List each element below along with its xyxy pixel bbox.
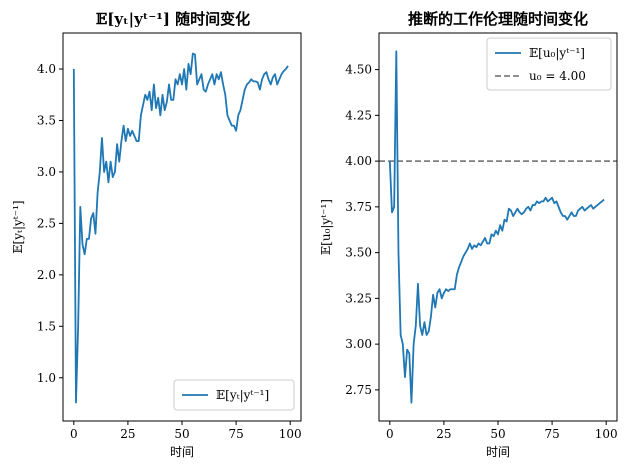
chart-left-y-tick-label: 3.5: [37, 113, 56, 127]
chart-left-y-axis-label: 𝔼[yₜ|yᵗ⁻¹]: [11, 200, 25, 253]
chart-left-x-tick-label: 75: [228, 427, 243, 441]
chart-left-legend-box: [173, 379, 295, 411]
chart-right-y-tick-label: 4.25: [345, 108, 372, 122]
chart-left-x-tick-label: 50: [174, 427, 189, 441]
chart-right-y-tick-label: 3.75: [345, 200, 372, 214]
chart-right-legend-label-series: 𝔼[u₀|yᵗ⁻¹]: [529, 46, 585, 60]
chart-left-y-tick-label: 4.0: [37, 62, 56, 76]
chart-right-legend-label-reference: u₀ = 4.00: [529, 69, 586, 83]
chart-left-x-axis-label: 时间: [170, 445, 194, 459]
chart-left-x-ticks: 0 25 50 75 100: [70, 421, 302, 441]
chart-right-plot-area: [379, 50, 617, 404]
chart-right-x-ticks: 0 25 50 75 100: [386, 421, 618, 441]
chart-left-y-tick-label: 1.0: [37, 371, 56, 385]
chart-right-y-tick-label: 3.00: [345, 337, 372, 351]
chart-right-title: 推断的工作伦理随时间变化: [408, 10, 588, 28]
chart-left-title: 𝔼[yₜ|yᵗ⁻¹] 随时间变化: [96, 10, 250, 28]
chart-right: 推断的工作伦理随时间变化 0 25 50 75 100 2.75 3.00 3.25 3.50…: [319, 10, 618, 459]
chart-right-y-tick-label: 4.50: [345, 63, 372, 77]
chart-right-legend-box: [486, 37, 612, 91]
chart-right-x-tick-label: 100: [595, 427, 618, 441]
chart-left-x-tick-label: 0: [70, 427, 78, 441]
chart-left-y-tick-label: 2.0: [37, 268, 56, 282]
chart-left-x-tick-label: 100: [279, 427, 302, 441]
chart-right-x-tick-label: 0: [386, 427, 394, 441]
chart-right-y-tick-label: 3.50: [345, 246, 372, 260]
chart-right-legend: 𝔼[u₀|yᵗ⁻¹] u₀ = 4.00: [486, 37, 612, 91]
chart-right-y-tick-label: 2.75: [345, 383, 372, 397]
chart-left-legend-label: 𝔼[yₜ|yᵗ⁻¹]: [216, 388, 269, 402]
chart-right-x-tick-label: 75: [544, 427, 559, 441]
chart-right-y-ticks: 2.75 3.00 3.25 3.50 3.75 4.00 4.25 4.50: [345, 63, 379, 397]
chart-left-series-line: [72, 52, 289, 404]
chart-right-x-axis-label: 时间: [486, 445, 510, 459]
chart-left-y-ticks: 1.0 1.5 2.0 2.5 3.0 3.5 4.0: [37, 62, 63, 385]
chart-left-y-tick-label: 2.5: [37, 216, 56, 230]
chart-right-y-axis-label: 𝔼[u₀|yᵗ⁻¹]: [319, 199, 333, 255]
chart-right-series-line: [388, 50, 605, 404]
chart-left-y-tick-label: 3.0: [37, 165, 56, 179]
chart-right-y-tick-label: 3.25: [345, 291, 372, 305]
chart-left-plot-area: [72, 52, 289, 404]
chart-right-y-tick-label: 4.00: [345, 154, 372, 168]
chart-left-y-tick-label: 1.5: [37, 319, 56, 333]
chart-left-x-tick-label: 25: [120, 427, 135, 441]
chart-right-x-tick-label: 25: [436, 427, 451, 441]
chart-left: 𝔼[yₜ|yᵗ⁻¹] 随时间变化 0 25 50 75 100 1.0 1.5 2.0 2.5…: [11, 10, 302, 459]
chart-left-legend: 𝔼[yₜ|yᵗ⁻¹]: [173, 379, 295, 411]
chart-right-x-tick-label: 50: [490, 427, 505, 441]
